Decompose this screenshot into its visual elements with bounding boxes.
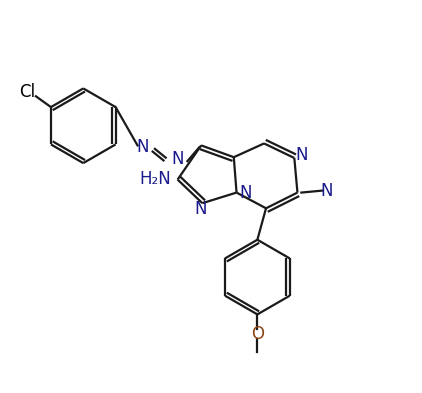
Text: N: N — [321, 182, 333, 200]
Text: N: N — [239, 184, 252, 202]
Text: N: N — [171, 150, 184, 168]
Text: N: N — [194, 200, 207, 219]
Text: O: O — [251, 325, 264, 343]
Text: H₂N: H₂N — [139, 170, 170, 188]
Text: Cl: Cl — [19, 83, 35, 101]
Text: N: N — [136, 138, 149, 156]
Text: N: N — [295, 146, 308, 164]
